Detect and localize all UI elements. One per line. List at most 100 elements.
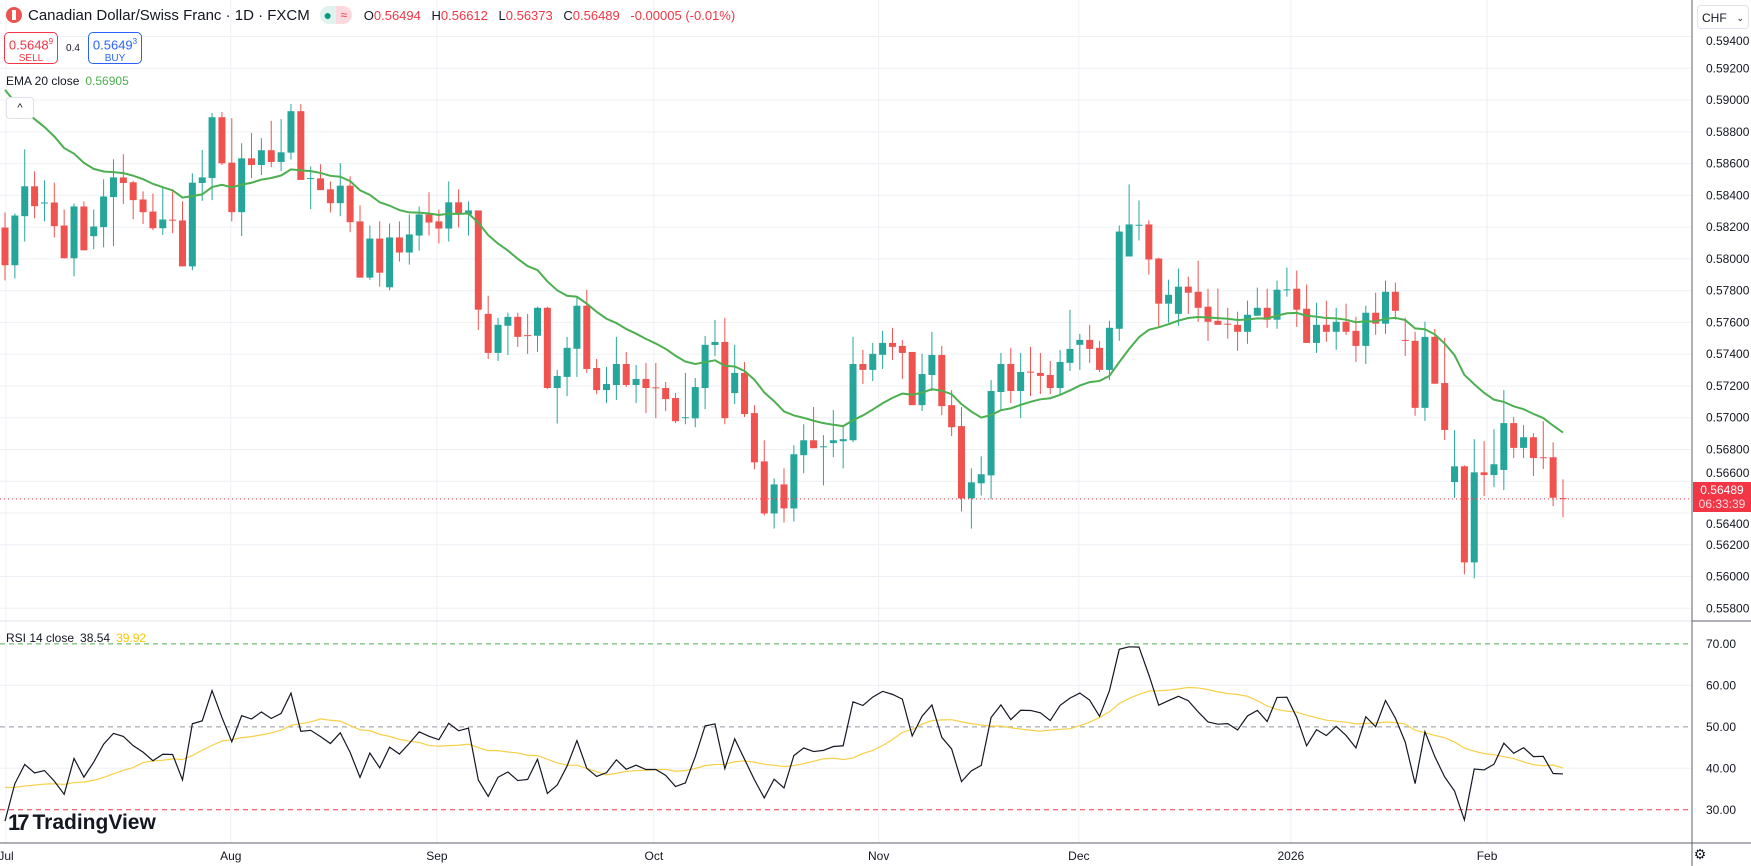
- candle: [1382, 280, 1390, 334]
- rsi-legend[interactable]: RSI 14 close 38.54 39.92: [6, 631, 146, 645]
- candle: [1411, 331, 1419, 416]
- price-axis-label: 0.55800: [1706, 601, 1750, 615]
- candle-body: [1184, 286, 1192, 293]
- candle: [770, 478, 778, 529]
- candle: [445, 181, 453, 242]
- candle-body: [267, 150, 275, 162]
- candle: [514, 312, 522, 347]
- candle-body: [1322, 324, 1330, 332]
- candle-body: [376, 238, 384, 273]
- candle-body: [149, 211, 157, 229]
- rsi-axis-label: 70.00: [1706, 637, 1736, 651]
- candle: [593, 358, 601, 395]
- symbol-title[interactable]: Canadian Dollar/Swiss Franc · 1D · FXCM: [28, 6, 310, 24]
- candle-body: [612, 364, 620, 385]
- tradingview-mark-icon: 17: [8, 810, 30, 835]
- candle: [1401, 317, 1409, 356]
- candle: [1372, 292, 1380, 335]
- candle-body: [819, 446, 827, 448]
- candle: [1155, 257, 1163, 327]
- time-axis-label: Dec: [1068, 849, 1089, 863]
- candle: [1283, 267, 1291, 297]
- candle-body: [1036, 372, 1044, 376]
- candle: [948, 390, 956, 437]
- candle: [80, 201, 88, 251]
- candle: [1500, 390, 1508, 491]
- candle: [790, 445, 798, 522]
- candle-body: [750, 413, 758, 463]
- candle-body: [800, 440, 808, 456]
- collapse-legend-button[interactable]: ^: [6, 97, 34, 119]
- candle: [415, 206, 423, 251]
- candle: [455, 189, 463, 228]
- candle-body: [1431, 336, 1439, 384]
- candle: [386, 223, 394, 291]
- currency-button[interactable]: CHF ⌄: [1697, 5, 1749, 29]
- candle: [1165, 279, 1173, 323]
- candle: [869, 342, 877, 382]
- candle: [248, 132, 256, 179]
- candle-body: [425, 214, 433, 223]
- ohlc-values: O0.56494 H0.56612 L0.56373 C0.56489 -0.0…: [364, 8, 742, 23]
- candle-body: [1027, 371, 1035, 373]
- market-status[interactable]: ● ≈: [319, 6, 352, 24]
- candle-body: [129, 182, 137, 201]
- candle: [464, 201, 472, 236]
- candle-body: [277, 152, 285, 162]
- candle: [760, 440, 768, 516]
- candle: [800, 424, 808, 474]
- candle-body: [1155, 258, 1163, 304]
- candle-body: [810, 440, 818, 449]
- candle-body: [1105, 327, 1113, 370]
- candle: [70, 203, 78, 277]
- candle: [928, 331, 936, 392]
- time-axis-label: Feb: [1477, 849, 1498, 863]
- time-axis-label: Oct: [645, 849, 664, 863]
- candle: [129, 180, 137, 220]
- candle: [1529, 433, 1537, 476]
- candle: [1125, 184, 1133, 257]
- candle: [701, 335, 709, 410]
- candle: [21, 149, 29, 242]
- candle: [149, 193, 157, 231]
- candle: [1253, 287, 1261, 316]
- candle: [188, 173, 196, 271]
- candle: [504, 312, 512, 355]
- ema-legend[interactable]: EMA 20 close 0.56905: [6, 74, 129, 88]
- candle-body: [1332, 321, 1340, 332]
- sell-button[interactable]: 0.56489 SELL: [4, 32, 58, 64]
- candle-body: [987, 391, 995, 476]
- tradingview-logo[interactable]: 17 TradingView: [8, 810, 156, 836]
- candle-body: [770, 484, 778, 514]
- candle-body: [622, 364, 630, 385]
- candle: [780, 468, 788, 523]
- candle-body: [1056, 361, 1064, 389]
- settings-icon[interactable]: ⚙: [1693, 846, 1707, 862]
- price-axis-label: 0.56800: [1706, 442, 1750, 456]
- candle-body: [1293, 288, 1301, 310]
- candle-body: [977, 474, 985, 484]
- change-value: -0.00005 (-0.01%): [630, 7, 736, 23]
- candle-body: [248, 158, 256, 166]
- candle-body: [997, 364, 1005, 392]
- candle-body: [563, 347, 571, 377]
- candle: [159, 187, 167, 235]
- price-axis-label: 0.57800: [1706, 284, 1750, 298]
- candle: [1421, 321, 1429, 421]
- candle-body: [366, 238, 374, 278]
- candle-body: [1243, 314, 1251, 332]
- grid: [0, 0, 1692, 843]
- candle: [879, 330, 887, 369]
- candle: [1470, 439, 1478, 579]
- candle-body: [139, 199, 147, 213]
- candle: [1451, 430, 1459, 498]
- buy-button[interactable]: 0.56493 BUY: [88, 32, 142, 64]
- candle: [208, 113, 216, 201]
- candle-body: [879, 342, 887, 355]
- candle: [405, 214, 413, 265]
- candle-body: [553, 375, 561, 389]
- candle-body: [178, 220, 186, 267]
- tradingview-wordmark: TradingView: [32, 811, 156, 834]
- candle-body: [1076, 339, 1084, 345]
